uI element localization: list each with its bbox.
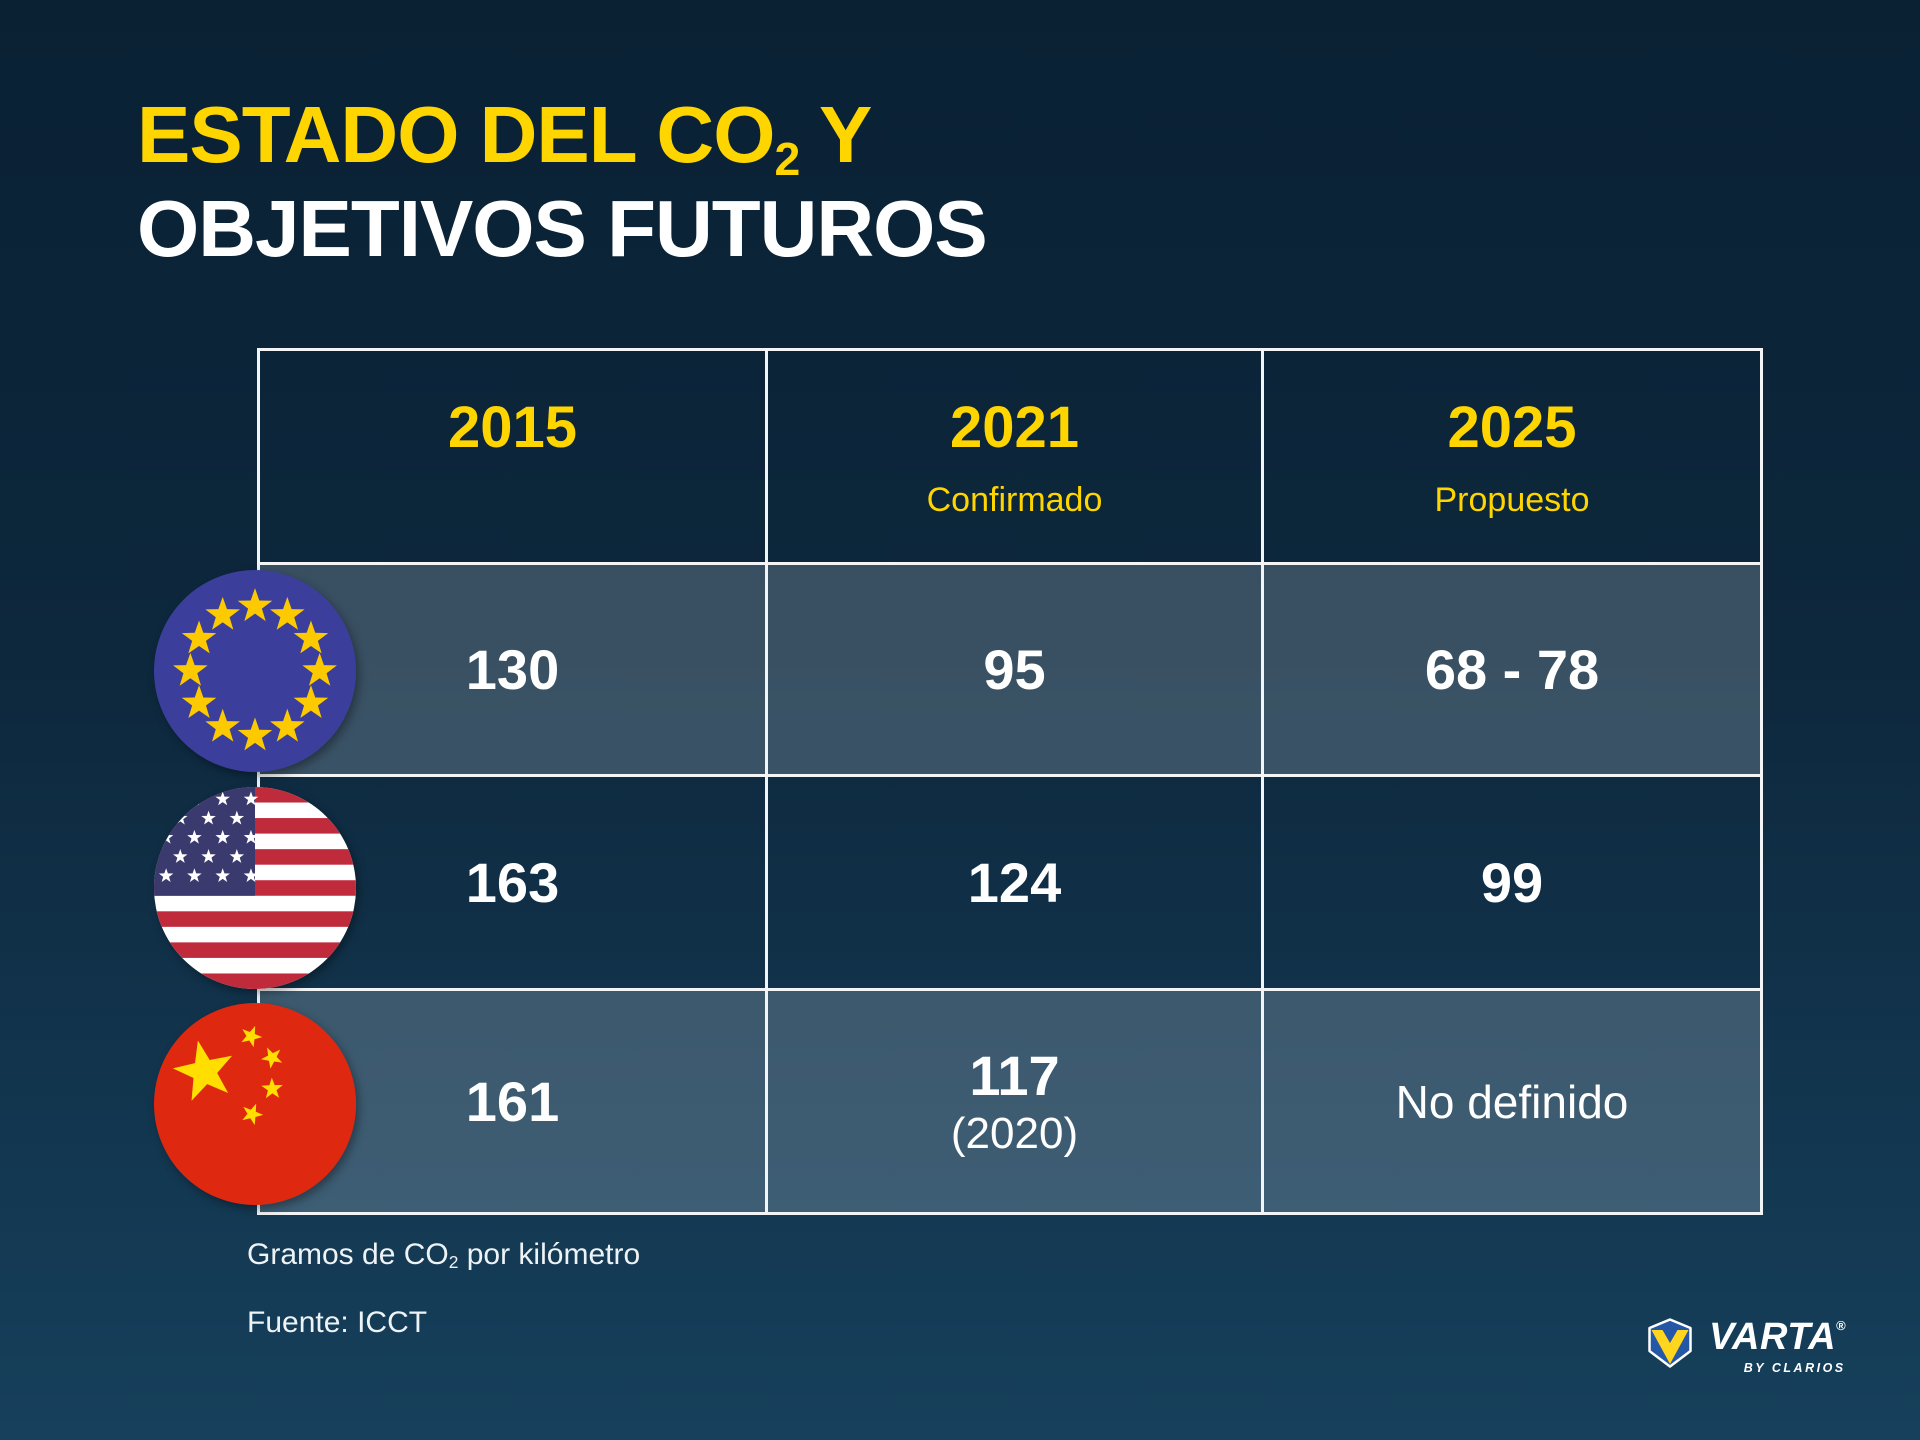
eu-2025-cell: 68 - 78 [1261, 562, 1760, 774]
header-2025: 2025 Propuesto [1261, 351, 1760, 562]
page-title: ESTADO DEL CO2 Y OBJETIVOS FUTUROS [137, 88, 988, 275]
unit-footnote: Gramos de CO2 por kilómetro [247, 1238, 641, 1273]
title-line1: ESTADO DEL CO2 Y [137, 90, 872, 185]
us-flag-icon [154, 787, 356, 989]
co2-subscript: 2 [774, 132, 800, 185]
varta-logo: VARTA ® BY CLARIOS [1644, 1318, 1846, 1375]
us-2015-cell: 163 [260, 774, 765, 988]
eu-2021-cell: 95 [765, 562, 1261, 774]
varta-wordmark: VARTA ® BY CLARIOS [1709, 1318, 1846, 1375]
registered-mark: ® [1836, 1318, 1846, 1333]
china-2025-cell: No definido [1261, 988, 1760, 1212]
us-2025-cell: 99 [1261, 774, 1760, 988]
co2-targets-table: 2015 2021 Confirmado 2025 Propuesto 130 … [257, 348, 1763, 1215]
title-line2: OBJETIVOS FUTUROS [137, 183, 988, 273]
header-2015: 2015 [447, 395, 578, 460]
china-2021-note: (2020) [950, 1108, 1079, 1158]
header-2021: 2021 Confirmado [765, 351, 1261, 562]
source-footnote: Fuente: ICCT [247, 1306, 428, 1339]
varta-brand-text: VARTA [1709, 1316, 1837, 1358]
us-2021-cell: 124 [765, 774, 1261, 988]
eu-flag-icon [154, 570, 356, 772]
by-clarios-text: BY CLARIOS [1743, 1361, 1846, 1375]
co2-subscript-footnote: 2 [448, 1252, 459, 1273]
china-2021-cell: 117 (2020) [765, 988, 1261, 1212]
china-flag-icon [154, 1003, 356, 1205]
varta-pyramid-icon [1644, 1318, 1696, 1368]
